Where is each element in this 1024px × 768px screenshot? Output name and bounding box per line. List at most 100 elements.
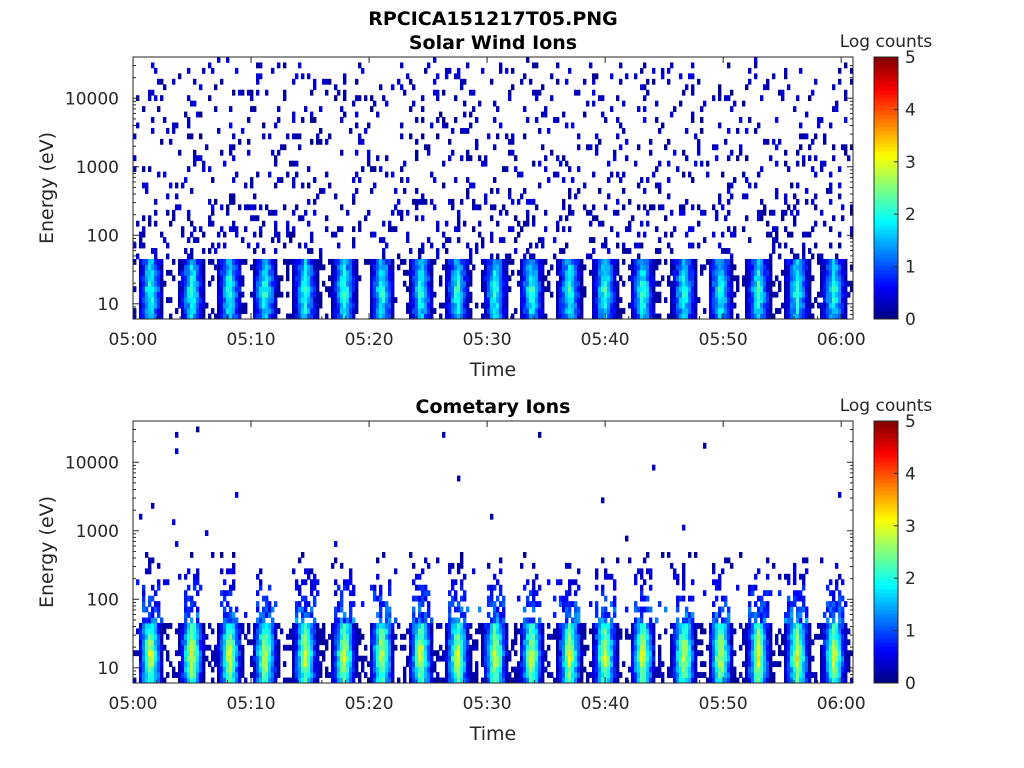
spectrogram-cell — [226, 264, 230, 271]
spectrogram-cell — [574, 666, 578, 673]
spectrogram-cell — [697, 138, 701, 145]
spectrogram-cell — [850, 204, 854, 211]
spectrogram-cell — [433, 666, 437, 673]
spectrogram-cell — [445, 661, 449, 668]
spectrogram-cell — [268, 269, 272, 276]
spectrogram-cell — [529, 639, 533, 646]
spectrogram-cell — [256, 622, 260, 629]
spectrogram-cell — [604, 242, 608, 249]
spectrogram-cell — [526, 622, 530, 629]
spectrogram-cell — [196, 573, 200, 580]
spectrogram-cell — [538, 182, 542, 189]
spectrogram-cell — [484, 672, 488, 678]
spectrogram-cell — [316, 628, 320, 635]
spectrogram-cell — [235, 258, 239, 265]
spectrogram-cell — [181, 291, 185, 298]
spectrogram-cell — [235, 171, 239, 178]
spectrogram-cell — [145, 650, 149, 657]
spectrogram-cell — [850, 264, 854, 271]
spectrogram-cell — [301, 313, 305, 320]
spectrogram-cell — [379, 666, 383, 673]
spectrogram-cell — [424, 666, 428, 673]
spectrogram-cell — [271, 644, 275, 651]
spectrogram-cell — [451, 595, 455, 602]
spectrogram-cell — [376, 275, 380, 282]
spectrogram-cell — [643, 231, 647, 238]
spectrogram-cell — [493, 644, 497, 651]
spectrogram-cell — [343, 111, 347, 118]
spectrogram-cell — [634, 269, 638, 276]
spectrogram-cell — [727, 62, 731, 69]
spectrogram-cell — [574, 280, 578, 287]
spectrogram-cell — [352, 313, 356, 320]
spectrogram-cell — [451, 584, 455, 591]
spectrogram-cell — [787, 291, 791, 298]
spectrogram-cell — [304, 633, 308, 640]
spectrogram-cell — [760, 209, 764, 216]
spectrogram-cell — [481, 286, 485, 293]
spectrogram-cell — [340, 204, 344, 211]
spectrogram-cell — [604, 291, 608, 298]
spectrogram-cell — [133, 313, 137, 320]
spectrogram-cell — [793, 204, 797, 211]
spectrogram-cell — [838, 308, 842, 314]
spectrogram-cell — [511, 198, 515, 205]
spectrogram-cell — [742, 226, 746, 233]
spectrogram-cell — [409, 297, 413, 304]
spectrogram-cell — [562, 269, 566, 276]
spectrogram-cell — [259, 258, 263, 265]
spectrogram-cell — [460, 302, 464, 309]
spectrogram-cell — [493, 286, 497, 293]
spectrogram-cell — [304, 297, 308, 304]
spectrogram-cell — [238, 264, 242, 271]
spectrogram-cell — [694, 308, 698, 314]
spectrogram-cell — [763, 308, 767, 314]
spectrogram-cell — [400, 62, 404, 69]
spectrogram-cell — [799, 291, 803, 298]
spectrogram-cell — [451, 275, 455, 282]
spectrogram-cell — [631, 308, 635, 314]
spectrogram-cell — [421, 264, 425, 271]
spectrogram-cell — [313, 650, 317, 657]
spectrogram-cell — [274, 639, 278, 646]
spectrogram-cell — [307, 258, 311, 265]
spectrogram-cell — [583, 182, 587, 189]
spectrogram-cell — [493, 650, 497, 657]
colorbar-segment — [874, 102, 898, 107]
spectrogram-cell — [184, 650, 188, 657]
spectrogram-cell — [154, 590, 158, 597]
spectrogram-cell — [202, 275, 206, 282]
spectrogram-cell — [142, 644, 146, 651]
spectrogram-cell — [580, 291, 584, 298]
spectrogram-cell — [193, 633, 197, 640]
spectrogram-cell — [247, 149, 251, 156]
spectrogram-cell — [505, 661, 509, 668]
spectrogram-cell — [757, 297, 761, 304]
spectrogram-cell — [442, 182, 446, 189]
spectrogram-cell — [415, 215, 419, 222]
spectrogram-cell — [823, 286, 827, 293]
spectrogram-cell — [283, 677, 287, 684]
spectrogram-cell — [544, 666, 548, 673]
spectrogram-cell — [652, 258, 656, 265]
spectrogram-cell — [655, 100, 659, 107]
spectrogram-cell — [514, 622, 518, 629]
spectrogram-cell — [349, 644, 353, 651]
spectrogram-cell — [226, 568, 230, 575]
spectrogram-cell — [574, 677, 578, 684]
spectrogram-cell — [712, 144, 716, 151]
spectrogram-cell — [181, 677, 185, 684]
spectrogram-cell — [508, 655, 512, 662]
spectrogram-cell — [430, 628, 434, 635]
spectrogram-cell — [559, 308, 563, 314]
spectrogram-cell — [229, 590, 233, 597]
spectrogram-cell — [298, 291, 302, 298]
spectrogram-cell — [181, 622, 185, 629]
spectrogram-cell — [178, 280, 182, 287]
spectrogram-cell — [340, 308, 344, 314]
spectrogram-cell — [568, 302, 572, 309]
spectrogram-cell — [409, 672, 413, 678]
spectrogram-cell — [223, 297, 227, 304]
spectrogram-cell — [292, 677, 296, 684]
spectrogram-cell — [394, 188, 398, 194]
